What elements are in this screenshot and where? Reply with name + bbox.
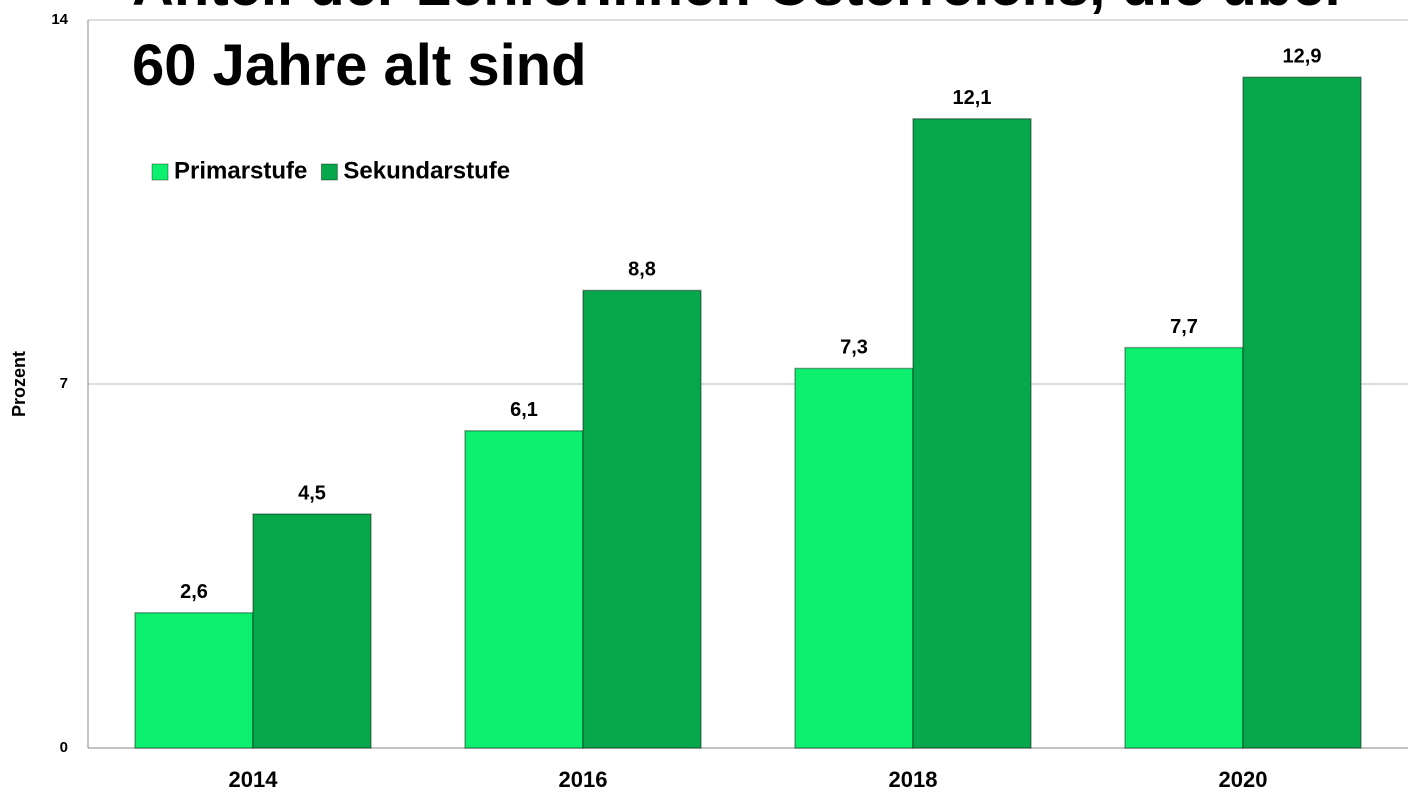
legend-label: Primarstufe bbox=[174, 157, 307, 184]
y-tick-label: 14 bbox=[51, 11, 68, 28]
bar bbox=[912, 118, 1032, 749]
value-label: 8,8 bbox=[628, 259, 656, 281]
legend-swatch bbox=[320, 163, 338, 181]
x-tick-label: 2018 bbox=[889, 767, 938, 792]
y-axis-label: Prozent bbox=[9, 351, 29, 417]
x-tick-label: 2020 bbox=[1219, 767, 1268, 792]
bar bbox=[252, 513, 372, 749]
value-label: 7,7 bbox=[1170, 316, 1198, 338]
bar bbox=[464, 430, 584, 749]
bar bbox=[1242, 76, 1362, 749]
bar bbox=[794, 367, 914, 749]
bar bbox=[134, 612, 254, 749]
value-label: 12,9 bbox=[1283, 45, 1322, 67]
x-tick-label: 2016 bbox=[559, 767, 608, 792]
value-label: 4,5 bbox=[298, 482, 326, 504]
value-label: 6,1 bbox=[510, 399, 538, 421]
x-tick-label: 2014 bbox=[229, 767, 279, 792]
bar bbox=[1124, 346, 1244, 749]
value-label: 7,3 bbox=[840, 337, 868, 359]
chart-title: Anteil der LehrerInnen Österreichs, die … bbox=[132, 0, 1347, 98]
value-label: 12,1 bbox=[953, 87, 992, 109]
y-tick-label: 0 bbox=[60, 739, 68, 756]
y-tick-label: 7 bbox=[60, 375, 68, 392]
value-label: 2,6 bbox=[180, 581, 208, 603]
legend-swatch bbox=[151, 163, 169, 181]
bar bbox=[582, 289, 702, 749]
legend-label: Sekundarstufe bbox=[343, 157, 510, 184]
